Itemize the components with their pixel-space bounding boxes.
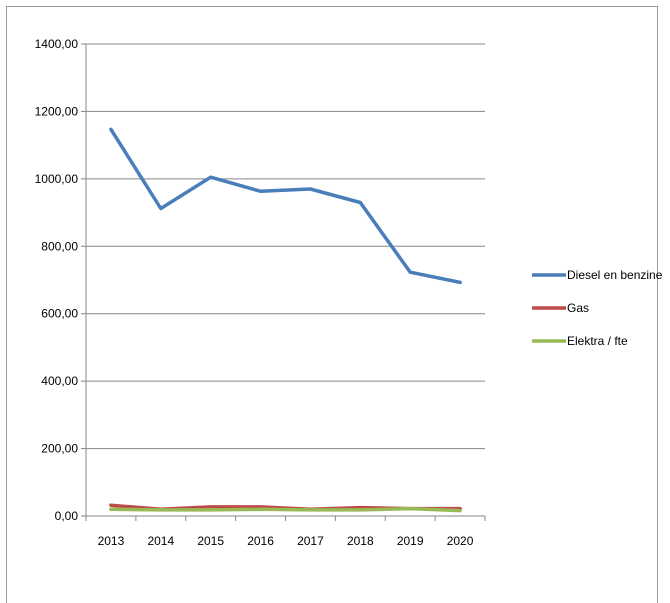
gridlines (86, 43, 485, 450)
series-line-elektra-fte (109, 506, 462, 513)
x-tick-label: 2014 (147, 534, 174, 548)
y-tick-label: 1400,00 (35, 37, 79, 51)
y-tick-label: 0,00 (55, 509, 79, 523)
y-tick-label: 600,00 (41, 307, 78, 321)
legend: Diesel en benzine Gas Elektra / fte (532, 268, 663, 348)
x-tick-label: 2018 (347, 534, 374, 548)
y-tick-label: 200,00 (41, 442, 78, 456)
y-tick-label: 1000,00 (35, 172, 79, 186)
series-line-diesel-en-benzine (109, 127, 462, 285)
x-tick-label: 2013 (98, 534, 125, 548)
x-axis-tick-labels: 2013 2014 2015 2016 2017 2018 2019 2020 (98, 534, 474, 548)
x-tick-label: 2020 (447, 534, 474, 548)
legend-label-gas: Gas (567, 301, 589, 315)
x-tick-label: 2017 (297, 534, 324, 548)
series-lines (109, 127, 462, 513)
legend-label-diesel-en-benzine: Diesel en benzine (567, 268, 663, 282)
legend-label-elektra-fte: Elektra / fte (567, 334, 628, 348)
y-tick-label: 400,00 (41, 374, 78, 388)
y-axis-tick-labels: 0,00 200,00 400,00 600,00 800,00 1000,00 1200,… (35, 37, 79, 523)
y-tick-label: 800,00 (41, 239, 78, 253)
chart-frame (6, 6, 658, 603)
x-tick-label: 2019 (397, 534, 424, 548)
x-tick-label: 2015 (197, 534, 224, 548)
y-tick-label: 1200,00 (35, 104, 79, 118)
axes (81, 43, 486, 521)
x-tick-label: 2016 (247, 534, 274, 548)
